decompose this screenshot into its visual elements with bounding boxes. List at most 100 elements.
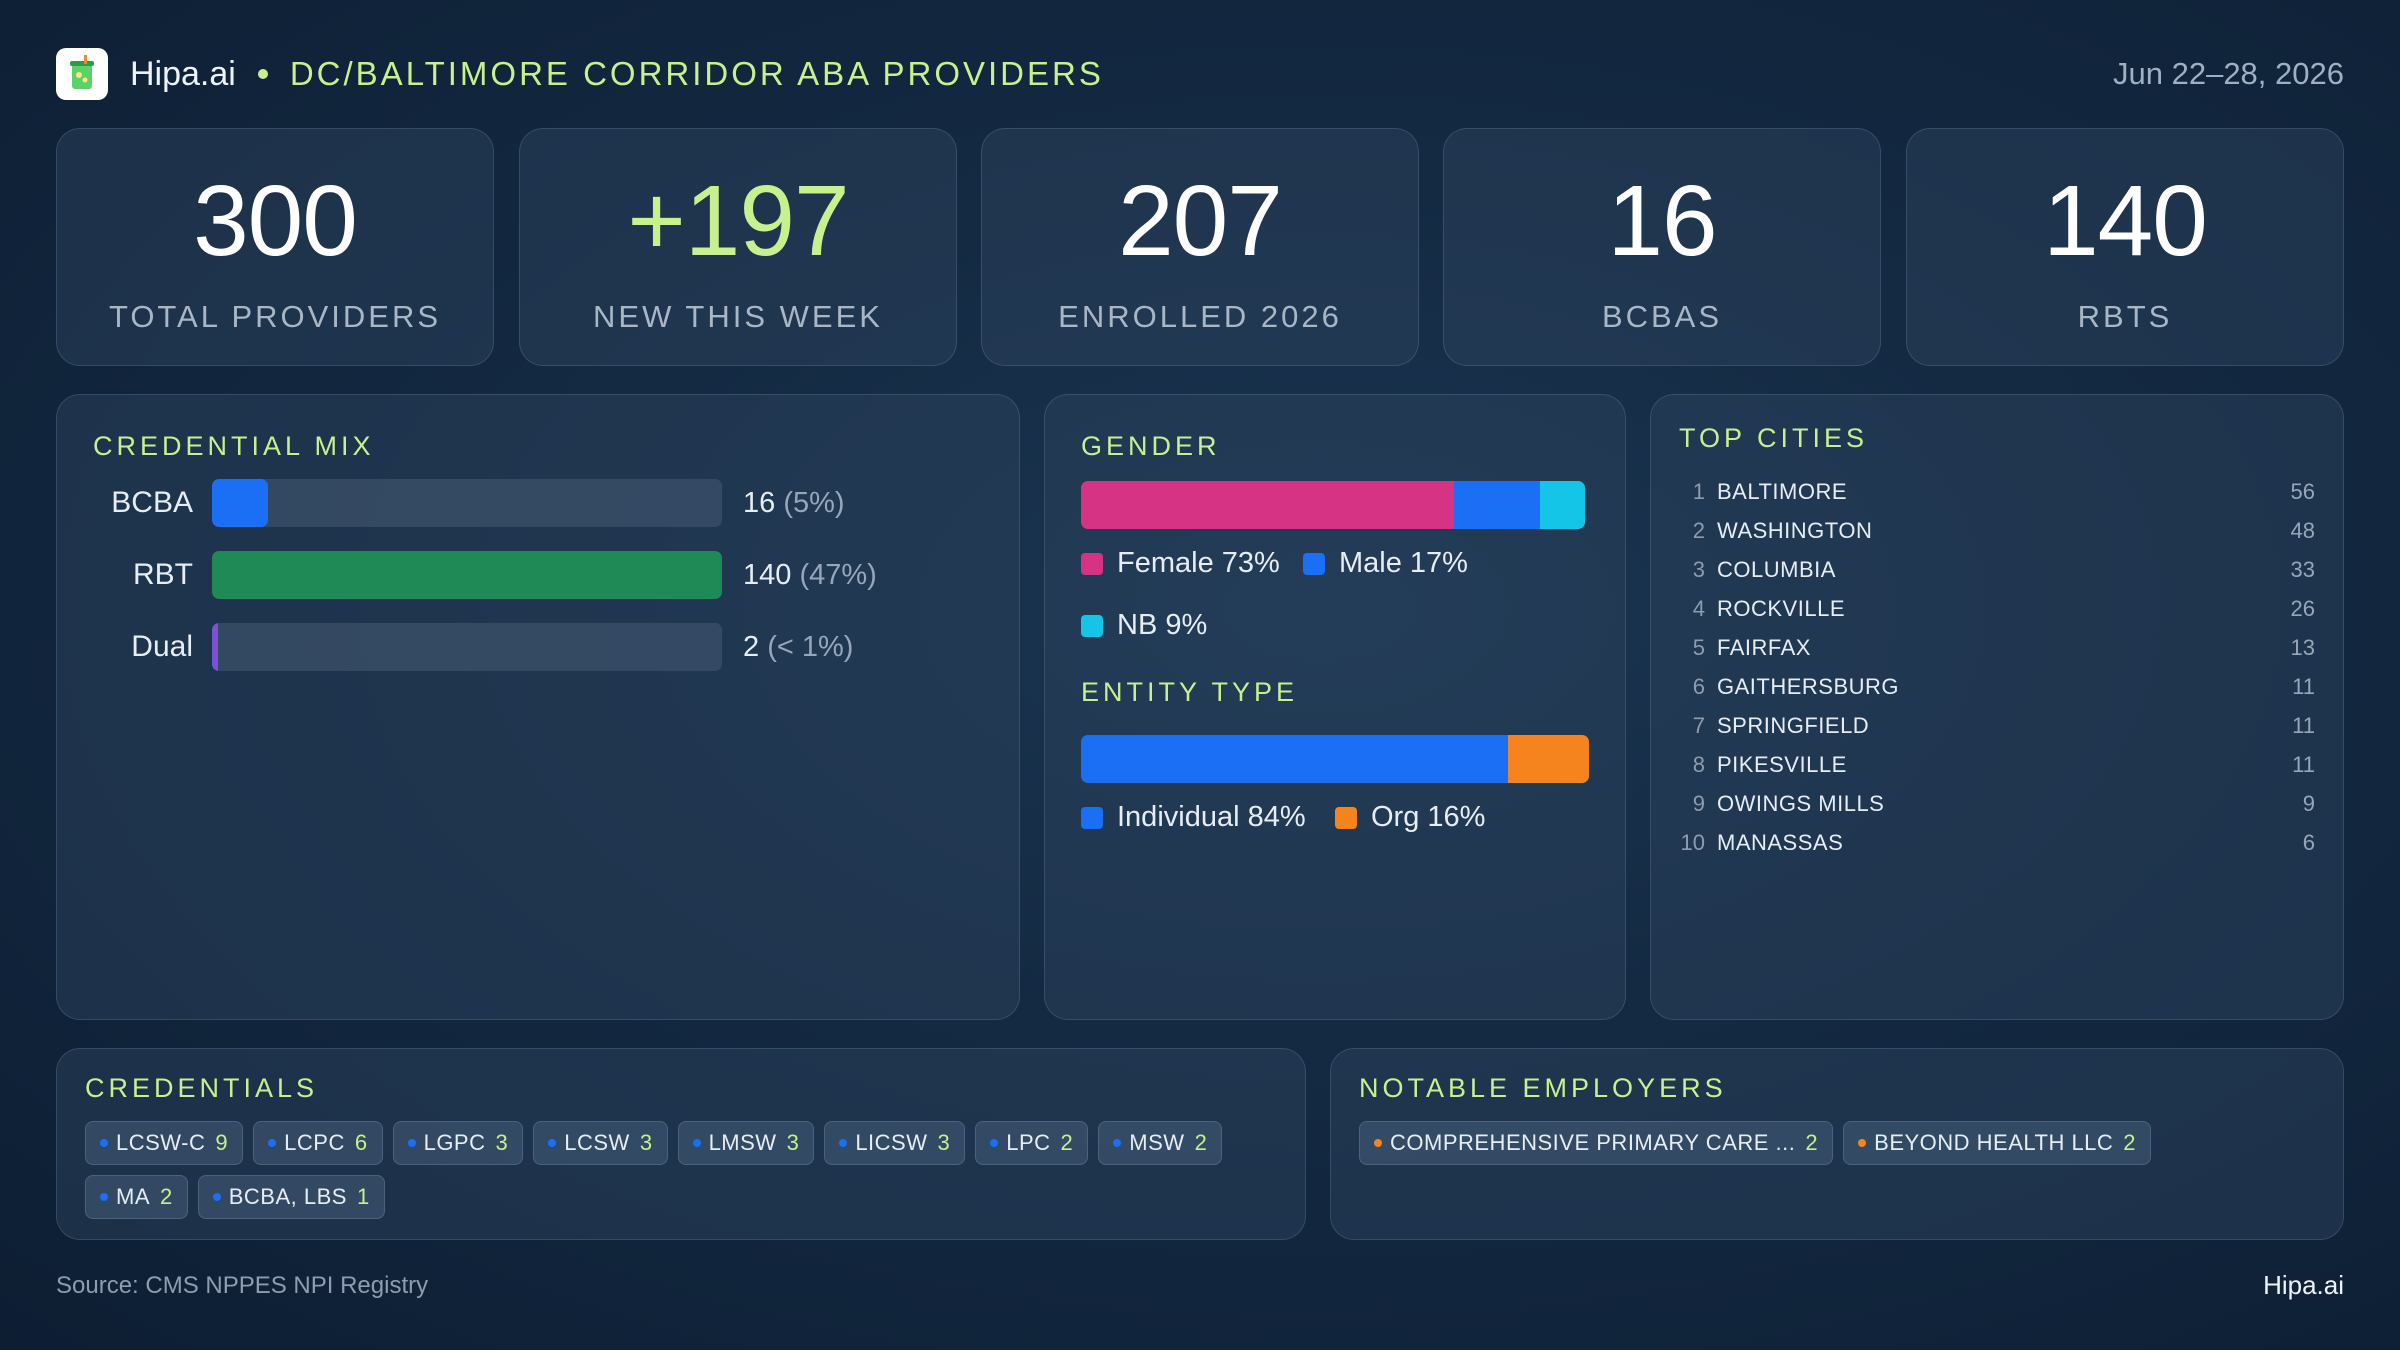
mix-track	[212, 623, 722, 671]
legend-label: NB 9%	[1117, 609, 1208, 641]
legend-swatch	[1081, 552, 1103, 575]
chip-count: 1	[356, 1184, 370, 1209]
city-rank: 2	[1692, 518, 1705, 543]
stack-segment	[1507, 735, 1589, 783]
employer-chip: COMPREHENSIVE PRIMARY CARE ... 2	[1359, 1121, 1834, 1165]
chip-count: 9	[215, 1130, 229, 1155]
chip-count: 3	[786, 1130, 800, 1155]
chip-dot	[100, 1139, 108, 1147]
employer-chip-list: COMPREHENSIVE PRIMARY CARE ... 2 BEYOND HE…	[1359, 1121, 2323, 1175]
chip-count: 3	[495, 1130, 509, 1155]
legend-org: Org 16%	[1335, 801, 1485, 834]
credential-chip: BCBA, LBS 1	[197, 1175, 385, 1219]
chip-label: BEYOND HEALTH LLC	[1874, 1130, 2114, 1155]
chip-dot	[1113, 1139, 1122, 1147]
chip-label: BCBA, LBS	[228, 1184, 347, 1209]
chip-count: 2	[1805, 1130, 1819, 1155]
chip-count: 3	[639, 1130, 653, 1155]
legend-label: Org 16%	[1371, 801, 1486, 833]
kpi-value: +197	[627, 165, 849, 277]
mix-count: 140	[743, 559, 792, 591]
mix-bar	[212, 479, 269, 527]
kpi-value: 300	[193, 165, 358, 277]
city-rank: 8	[1692, 752, 1705, 777]
mix-percent: (47%)	[799, 559, 877, 591]
section-title: GENDER	[1081, 431, 1221, 461]
chip-count: 3	[937, 1130, 951, 1155]
legend-swatch	[1081, 614, 1103, 637]
kpi-value: 16	[1607, 165, 1717, 277]
separator-dot	[257, 69, 268, 79]
kpi-card-total-providers: 300 TOTAL PROVIDERS	[56, 128, 494, 366]
chip-dot	[839, 1139, 848, 1147]
kpi-value: 207	[1118, 165, 1283, 277]
mix-track	[212, 479, 722, 527]
mix-value: 140 (47%)	[743, 551, 877, 599]
section-title: NOTABLE EMPLOYERS	[1359, 1073, 1727, 1103]
chip-label: LCPC	[284, 1130, 345, 1155]
kpi-label: RBTS	[2077, 299, 2173, 334]
section-title: CREDENTIAL MIX	[93, 431, 375, 461]
chip-dot	[548, 1139, 557, 1147]
chip-label: COMPREHENSIVE PRIMARY CARE ...	[1390, 1130, 1796, 1155]
city-count: 11	[2292, 752, 2315, 777]
stack-segment	[1081, 481, 1454, 529]
chip-count: 2	[1194, 1130, 1208, 1155]
stack-segment	[1539, 481, 1585, 529]
chip-dot	[100, 1193, 108, 1201]
chip-dot	[990, 1139, 999, 1147]
brand-name: Hipa.ai	[130, 54, 236, 93]
chip-label: MA	[116, 1184, 150, 1209]
mix-bar	[212, 623, 219, 671]
gender-stacked-bar	[1081, 481, 1585, 529]
stack-segment	[1081, 735, 1508, 783]
section-title: CREDENTIALS	[85, 1073, 319, 1103]
city-name: MANASSAS	[1717, 830, 1844, 855]
legend-label: Individual 84%	[1117, 801, 1306, 833]
kpi-label: TOTAL PROVIDERS	[108, 299, 442, 334]
city-row: 8 PIKESVILLE 11	[1679, 750, 2315, 780]
employer-chip: BEYOND HEALTH LLC 2	[1843, 1121, 2152, 1165]
chip-dot	[268, 1139, 277, 1147]
cup-icon	[56, 48, 108, 100]
chip-dot	[1858, 1139, 1867, 1147]
kpi-card-rbts: 140 RBTS	[1906, 128, 2344, 366]
chip-dot	[692, 1139, 701, 1147]
kpi-card-bcbas: 16 BCBAS	[1443, 128, 1881, 366]
kpi-label: ENROLLED 2026	[1058, 299, 1342, 334]
mix-bar	[212, 551, 722, 599]
credential-chip-list: LCSW-C 9 LCPC 6 LGPC 3 LCSW 3 LMSW 3 LICSW 3 LPC 2 MSW…	[85, 1121, 1285, 1229]
section-title: ENTITY TYPE	[1081, 677, 1299, 707]
city-rank: 7	[1692, 713, 1705, 738]
city-name: COLUMBIA	[1717, 557, 1836, 582]
city-count: 6	[2302, 830, 2315, 855]
chip-label: LCSW-C	[116, 1130, 206, 1155]
mix-label: Dual	[131, 630, 193, 663]
chip-label: LPC	[1006, 1130, 1051, 1155]
city-rank: 5	[1692, 635, 1705, 660]
legend-swatch	[1081, 806, 1103, 829]
city-count: 48	[2290, 518, 2315, 543]
credential-chip: LCSW-C 9	[85, 1121, 244, 1165]
city-row: 7 SPRINGFIELD 11	[1679, 711, 2315, 741]
credentials-panel: CREDENTIALS LCSW-C 9 LCPC 6 LGPC 3 LCSW 3 LMSW 3 L…	[56, 1048, 1306, 1240]
mix-label: RBT	[133, 558, 193, 591]
header: Hipa.ai DC/BALTIMORE CORRIDOR ABA PROVID…	[56, 48, 2344, 100]
footer-brand: Hipa.ai	[2263, 1270, 2344, 1300]
chip-label: LGPC	[423, 1130, 486, 1155]
chip-dot	[1374, 1139, 1382, 1147]
chip-count: 6	[354, 1130, 368, 1155]
city-name: ROCKVILLE	[1717, 596, 1845, 621]
mix-count: 2	[743, 631, 760, 663]
kpi-label: NEW THIS WEEK	[593, 299, 883, 334]
city-row: 10 MANASSAS 6	[1679, 828, 2315, 858]
legend-female: Female 73%	[1081, 547, 1280, 580]
mix-track	[212, 551, 722, 599]
city-row: 6 GAITHERSBURG 11	[1679, 672, 2315, 702]
top-cities-panel: TOP CITIES 1 BALTIMORE 56 2 WASHINGTON 48 3 COL…	[1650, 394, 2344, 1020]
demographics-panel: GENDER Female 73% Male 17% NB 9% ENTITY …	[1044, 394, 1626, 1020]
mix-value: 2 (< 1%)	[743, 623, 853, 671]
city-name: FAIRFAX	[1717, 635, 1811, 660]
city-count: 11	[2292, 674, 2315, 699]
chip-label: LCSW	[564, 1130, 630, 1155]
